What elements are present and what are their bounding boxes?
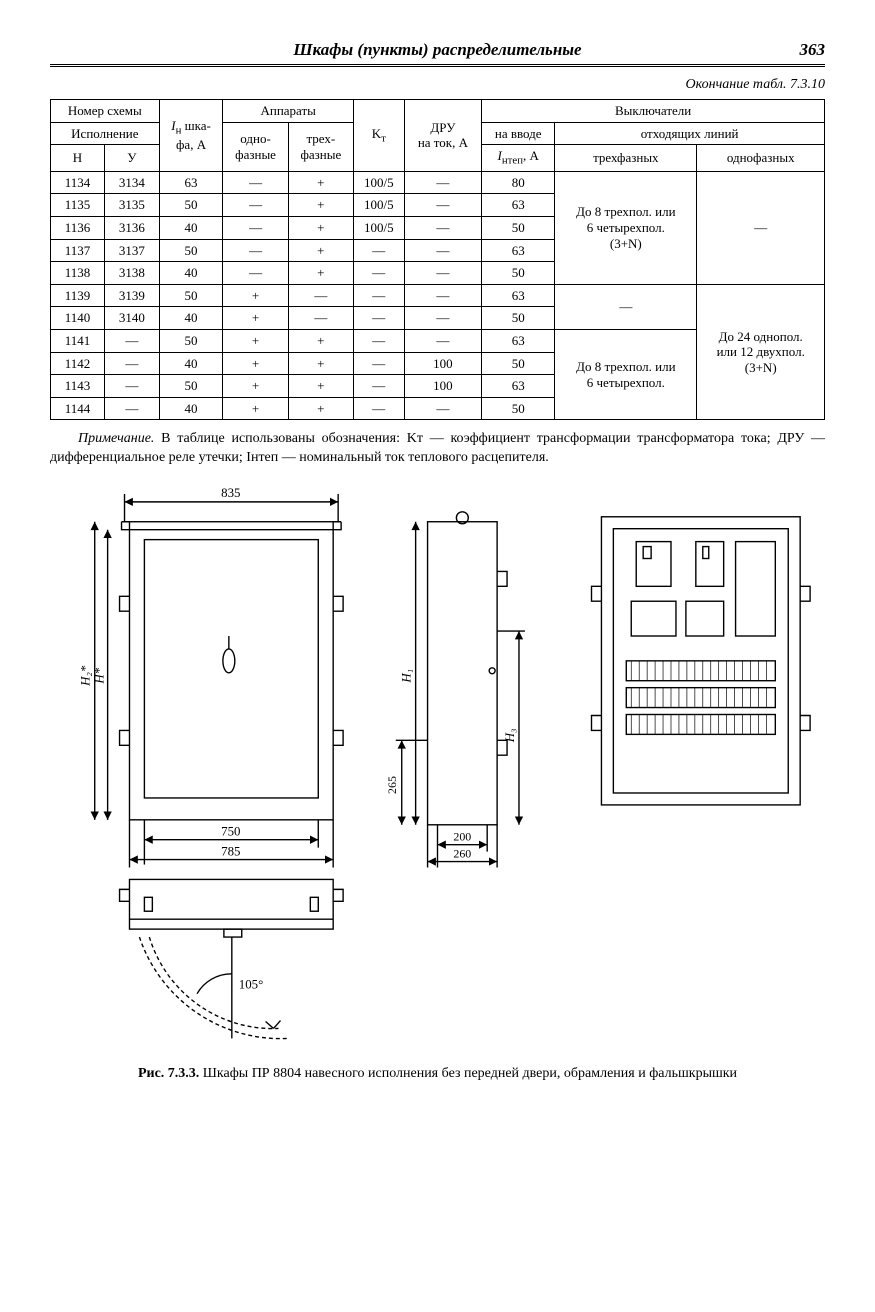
- dim-785: 785: [221, 844, 240, 859]
- table-row: 1134 3134 63 — + 100/5 — 80 До 8 трехпол…: [51, 171, 825, 194]
- figure-caption: Рис. 7.3.3. Шкафы ПР 8804 навесного испо…: [50, 1065, 825, 1084]
- cell-trehfaz1: До 8 трехпол. или6 четырехпол.(3+N): [555, 171, 697, 284]
- dim-h3: H₃: [502, 729, 517, 744]
- th-ispoln: Исполнение: [51, 122, 160, 145]
- note-body: В таблице использованы обозначения: Kт —…: [50, 431, 825, 465]
- th-switches: Выключатели: [482, 100, 825, 123]
- dim-h2s: H₂*: [78, 665, 93, 687]
- dim-h1: H₁: [399, 669, 414, 684]
- dim-750: 750: [221, 824, 240, 839]
- dim-200: 200: [453, 830, 471, 844]
- dim-260: 260: [453, 847, 471, 861]
- cell-trehfaz2: —: [555, 284, 697, 329]
- page-number: 363: [775, 40, 825, 60]
- th-trehfaz: трехфазных: [555, 145, 697, 172]
- header-title: Шкафы (пункты) распределительные: [100, 40, 775, 60]
- th-dru: ДРУна ток, А: [404, 100, 482, 172]
- th-odno: одно-фазные: [223, 122, 288, 171]
- cabinet-drawing: 835 H₂* H* 750 785: [50, 482, 825, 1048]
- th-odnofaz: однофазных: [697, 145, 825, 172]
- dim-105: 105°: [239, 977, 264, 992]
- th-intep: Iнтеп, А: [482, 145, 555, 172]
- th-kt: Kт: [353, 100, 404, 172]
- page-header: Шкафы (пункты) распределительные 363: [50, 40, 825, 67]
- th-in-cab: Iн шка-фа, А: [159, 100, 223, 172]
- th-na-vvode: на вводе: [482, 122, 555, 145]
- figure-number: Рис. 7.3.3.: [138, 1066, 199, 1081]
- th-othod: отходящих линий: [555, 122, 825, 145]
- th-u: У: [104, 145, 159, 172]
- note-lead: Примечание.: [78, 431, 154, 446]
- figure-caption-text: Шкафы ПР 8804 навесного исполнения без п…: [199, 1066, 737, 1081]
- table-row: 1139313950+———63 — До 24 однопол.или 12 …: [51, 284, 825, 307]
- table-continuation-label: Окончание табл. 7.3.10: [50, 77, 825, 93]
- dim-265: 265: [385, 776, 399, 794]
- table-body: 1134 3134 63 — + 100/5 — 80 До 8 трехпол…: [51, 171, 825, 420]
- data-table: Номер схемы Iн шка-фа, А Аппараты Kт ДРУ…: [50, 99, 825, 420]
- cell-trehfaz3: До 8 трехпол. или6 четырехпол.: [555, 329, 697, 419]
- th-treh: трех-фазные: [288, 122, 353, 171]
- cell-odnofaz2: До 24 однопол.или 12 двухпол.(3+N): [697, 284, 825, 420]
- th-apparaty: Аппараты: [223, 100, 354, 123]
- cell-odnofaz1: —: [697, 171, 825, 284]
- th-scheme: Номер схемы: [51, 100, 160, 123]
- figure-7-3-3: 835 H₂* H* 750 785: [50, 482, 825, 1053]
- table-note: Примечание. В таблице использованы обозн…: [50, 430, 825, 468]
- dim-835: 835: [221, 485, 240, 500]
- dim-hs: H*: [92, 667, 107, 684]
- th-h: Н: [51, 145, 105, 172]
